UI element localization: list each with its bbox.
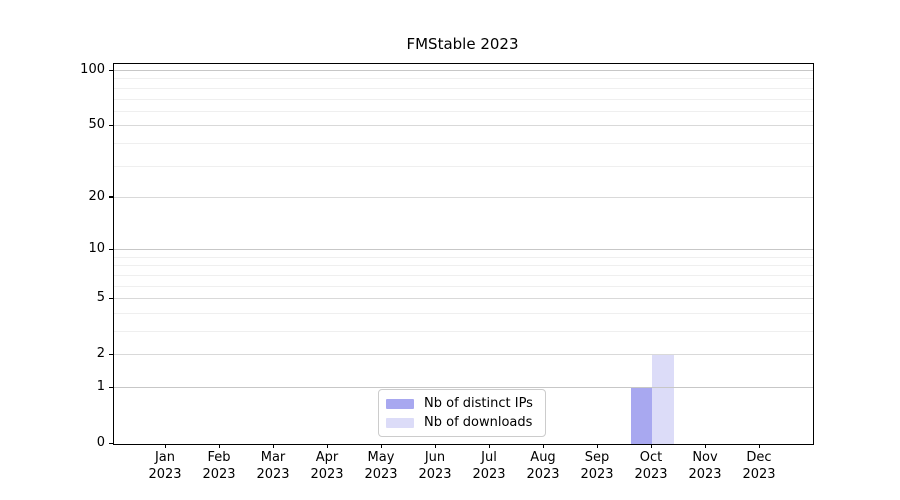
legend-swatch-downloads-icon bbox=[386, 417, 414, 428]
chart-title: FMStable 2023 bbox=[406, 35, 519, 53]
gridline-major bbox=[114, 125, 813, 127]
x-tick-label: Jun 2023 bbox=[418, 450, 452, 482]
legend-label-downloads: Nb of downloads bbox=[424, 414, 533, 430]
y-tick-mark bbox=[109, 297, 113, 299]
y-tick-label: 5 bbox=[96, 290, 105, 306]
legend-item-downloads: Nb of downloads bbox=[386, 414, 537, 430]
legend: Nb of distinct IPs Nb of downloads bbox=[378, 389, 546, 437]
y-tick-label: 1 bbox=[96, 379, 105, 394]
gridline-major bbox=[114, 196, 813, 198]
y-tick-label: 2 bbox=[96, 346, 105, 362]
x-tick-label: May 2023 bbox=[364, 450, 398, 482]
y-tick-mark bbox=[109, 124, 113, 126]
x-tick-label: Oct 2023 bbox=[634, 450, 668, 482]
y-tick-mark bbox=[109, 248, 113, 250]
x-tick-label: Jul 2023 bbox=[472, 450, 506, 482]
gridline-major bbox=[114, 249, 813, 251]
y-tick-mark bbox=[109, 442, 113, 444]
gridline-minor bbox=[114, 110, 813, 112]
gridline-minor bbox=[114, 165, 813, 167]
gridline-major bbox=[114, 70, 813, 71]
gridline-minor bbox=[114, 285, 813, 287]
gridline-major bbox=[114, 387, 813, 388]
legend-item-distinct-ips: Nb of distinct IPs bbox=[386, 395, 537, 411]
plot-area: Nb of distinct IPs Nb of downloads bbox=[113, 63, 814, 445]
x-tick-mark bbox=[380, 444, 382, 449]
x-tick-mark bbox=[218, 444, 220, 449]
gridline-major bbox=[114, 298, 813, 300]
gridline-minor bbox=[114, 274, 813, 276]
y-tick-label: 20 bbox=[88, 188, 105, 204]
gridline-major bbox=[114, 354, 813, 356]
x-tick-label: Apr 2023 bbox=[310, 450, 344, 482]
y-tick-label: 50 bbox=[88, 117, 105, 133]
x-tick-mark bbox=[434, 444, 436, 449]
x-tick-mark bbox=[704, 444, 706, 449]
legend-label-distinct-ips: Nb of distinct IPs bbox=[424, 395, 533, 411]
x-tick-mark bbox=[326, 444, 328, 449]
x-tick-mark bbox=[542, 444, 544, 449]
bar-distinct-ips bbox=[630, 388, 652, 444]
gridline-minor bbox=[114, 331, 813, 332]
y-tick-label: 10 bbox=[88, 241, 105, 257]
x-tick-label: Sep 2023 bbox=[580, 450, 614, 482]
gridline-minor bbox=[114, 256, 813, 258]
x-tick-label: Aug 2023 bbox=[526, 450, 560, 482]
x-tick-mark bbox=[164, 444, 166, 449]
x-tick-mark bbox=[596, 444, 598, 449]
gridline-minor bbox=[114, 87, 813, 89]
y-tick-mark bbox=[109, 353, 113, 355]
gridline-minor bbox=[114, 142, 813, 144]
gridline-minor bbox=[114, 312, 813, 314]
y-tick-mark bbox=[109, 196, 113, 198]
x-tick-label: Jan 2023 bbox=[148, 450, 182, 482]
x-tick-mark bbox=[272, 444, 274, 449]
y-tick-label: 0 bbox=[96, 435, 105, 450]
gridline-minor bbox=[114, 265, 813, 267]
bar-downloads bbox=[652, 355, 674, 444]
x-tick-label: Nov 2023 bbox=[688, 450, 722, 482]
x-tick-label: Feb 2023 bbox=[202, 450, 236, 482]
x-tick-mark bbox=[758, 444, 760, 449]
y-tick-label: 100 bbox=[80, 62, 105, 77]
x-tick-mark bbox=[650, 444, 652, 449]
gridline-minor bbox=[114, 98, 813, 100]
x-tick-label: Mar 2023 bbox=[256, 450, 290, 482]
y-tick-mark bbox=[109, 386, 113, 388]
gridline-minor bbox=[114, 78, 813, 80]
y-tick-mark bbox=[109, 69, 113, 71]
x-tick-label: Dec 2023 bbox=[742, 450, 776, 482]
x-tick-mark bbox=[488, 444, 490, 449]
legend-swatch-distinct-ips-icon bbox=[386, 398, 414, 409]
